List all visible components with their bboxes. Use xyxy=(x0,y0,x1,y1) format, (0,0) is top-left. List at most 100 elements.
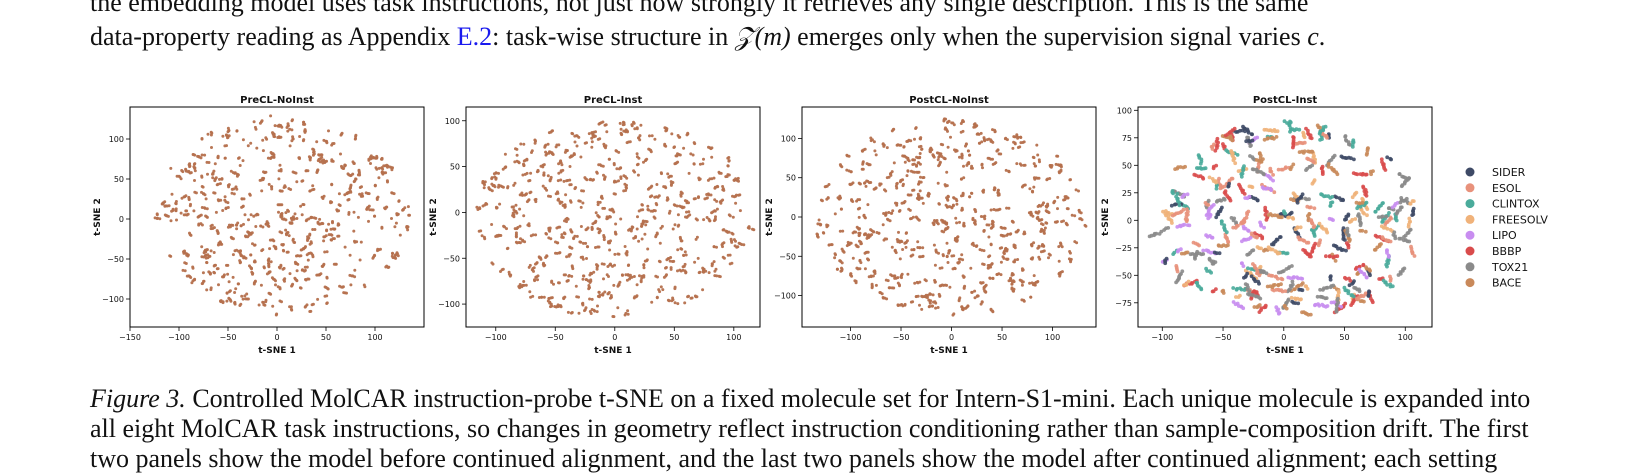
scatter-point xyxy=(299,254,303,258)
scatter-point xyxy=(349,190,353,194)
scatter-point xyxy=(666,196,669,200)
scatter-point xyxy=(356,215,360,219)
scatter-point xyxy=(1305,156,1310,161)
scatter-point xyxy=(1344,241,1349,246)
scatter-point xyxy=(893,248,897,252)
y-axis-label: t-SNE 2 xyxy=(765,198,775,236)
scatter-point xyxy=(668,209,672,213)
scatter-point xyxy=(1037,158,1041,162)
scatter-point xyxy=(946,194,950,198)
scatter-point xyxy=(669,266,673,270)
scatter-point xyxy=(1384,238,1389,243)
scatter-point xyxy=(956,235,960,239)
scatter-point xyxy=(682,146,686,150)
scatter-point xyxy=(581,301,585,305)
scatter-point xyxy=(1353,217,1358,221)
scatter-point xyxy=(322,138,326,142)
scatter-point xyxy=(1235,153,1240,157)
scatter-point xyxy=(608,248,612,252)
scatter-point xyxy=(704,269,708,273)
scatter-point xyxy=(574,186,578,189)
scatter-point xyxy=(1166,226,1171,230)
scatter-point xyxy=(1331,255,1336,260)
scatter-point xyxy=(676,269,679,273)
scatter-point xyxy=(291,135,295,139)
scatter-point xyxy=(268,247,272,251)
scatter-point xyxy=(626,309,630,313)
x-axis-label: t-SNE 1 xyxy=(930,346,968,356)
scatter-point xyxy=(714,185,717,189)
x-tick-label: −100 xyxy=(168,333,190,342)
scatter-point xyxy=(302,138,306,142)
scatter-point xyxy=(232,187,236,191)
legend-marker xyxy=(1465,262,1475,272)
scatter-point xyxy=(930,304,934,308)
scatter-point xyxy=(530,149,534,153)
appendix-link[interactable]: E.2 xyxy=(456,22,493,51)
scatter-point xyxy=(676,160,680,164)
scatter-point xyxy=(1354,200,1359,205)
scatter-point xyxy=(627,263,631,267)
scatter-point xyxy=(1035,143,1039,147)
scatter-point xyxy=(950,121,954,125)
scatter-point xyxy=(722,241,726,245)
scatter-point xyxy=(569,228,573,232)
scatter-point xyxy=(243,294,247,298)
scatter-point xyxy=(1206,198,1211,203)
scatter-point xyxy=(958,155,961,159)
scatter-point xyxy=(945,241,949,245)
scatter-point xyxy=(226,272,230,276)
x-tick-label: −50 xyxy=(1215,333,1232,342)
legend-label: CLINTOX xyxy=(1492,198,1540,211)
scatter-point xyxy=(528,263,532,267)
panel-title: PostCL-Inst xyxy=(1253,95,1318,106)
scatter-point xyxy=(906,272,910,276)
scatter-point xyxy=(897,230,900,234)
scatter-point xyxy=(1015,162,1019,166)
scatter-point xyxy=(479,229,483,233)
scatter-point xyxy=(1030,281,1034,285)
scatter-point xyxy=(613,252,617,256)
scatter-point xyxy=(1194,251,1199,256)
scatter-point xyxy=(999,233,1003,237)
scatter-point xyxy=(655,203,659,207)
scatter-point xyxy=(1179,247,1183,252)
scatter-point xyxy=(360,185,363,189)
scatter-points xyxy=(475,120,756,319)
scatter-point xyxy=(966,304,970,308)
scatter-point xyxy=(1297,287,1302,292)
scatter-point xyxy=(901,182,905,186)
scatter-point xyxy=(543,186,547,190)
scatter-point xyxy=(942,283,946,287)
scatter-point xyxy=(1326,165,1331,169)
scatter-point xyxy=(1248,235,1253,240)
scatter-point xyxy=(1337,196,1342,200)
scatter-point xyxy=(614,222,618,226)
scatter-point xyxy=(193,179,196,182)
scatter-point xyxy=(1386,206,1391,211)
scatter-point xyxy=(903,302,907,306)
scatter-point xyxy=(845,153,849,157)
scatter-point xyxy=(901,178,905,182)
scatter-point xyxy=(712,245,716,249)
scatter-point xyxy=(590,308,594,311)
scatter-point xyxy=(1044,221,1048,225)
scatter-point xyxy=(196,154,200,158)
scatter-point xyxy=(237,282,240,286)
scatter-point xyxy=(1185,250,1190,255)
scatter-point xyxy=(726,230,730,234)
scatter-point xyxy=(562,179,566,183)
scatter-point xyxy=(603,290,607,294)
scatter-point xyxy=(270,187,274,191)
scatter-point xyxy=(340,131,344,135)
scatter-point xyxy=(697,195,700,199)
scatter-point xyxy=(504,165,508,169)
scatter-point xyxy=(732,238,736,242)
scatter-point xyxy=(218,240,222,244)
scatter-point xyxy=(887,211,891,214)
scatter-point xyxy=(325,159,328,163)
scatter-point xyxy=(360,192,364,196)
scatter-point xyxy=(377,166,381,170)
scatter-point xyxy=(1256,279,1261,284)
y-tick-label: 100 xyxy=(109,135,124,144)
